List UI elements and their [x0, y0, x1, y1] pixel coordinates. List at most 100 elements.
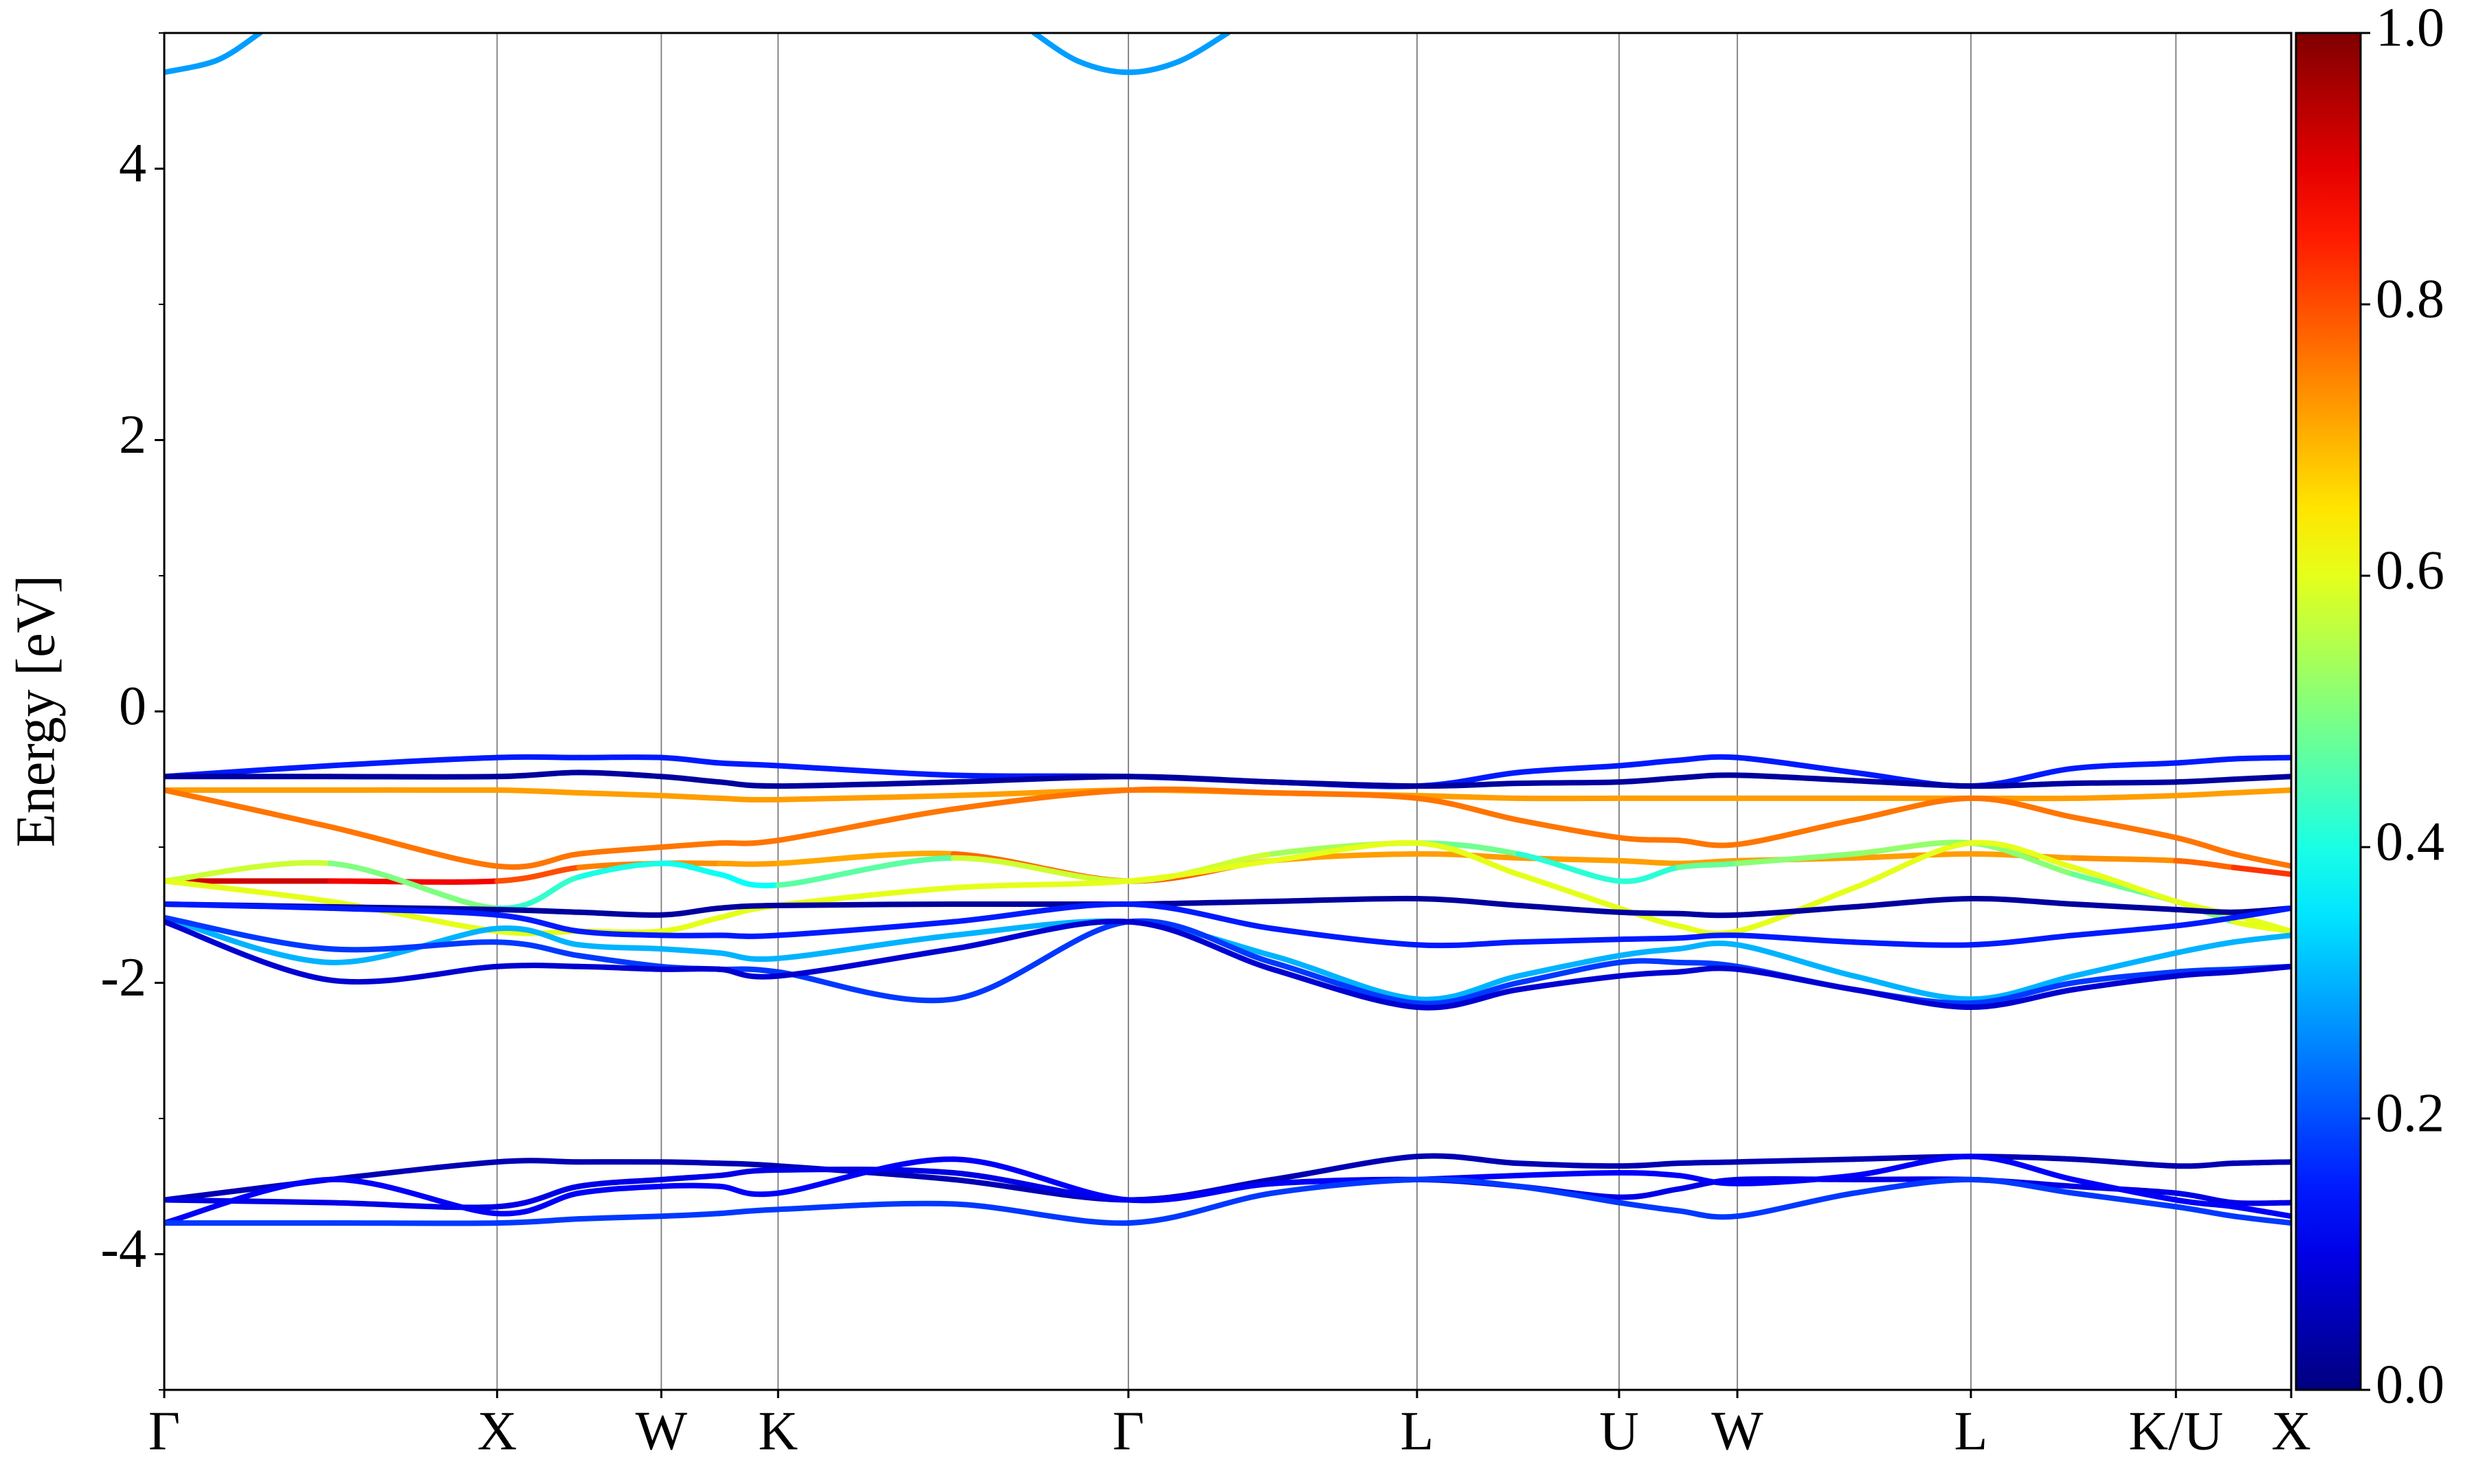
y-tick-label: 4	[119, 133, 146, 194]
band-segment	[2071, 923, 2179, 938]
band-segment	[1675, 860, 1741, 870]
band-segment	[1851, 1176, 1974, 1196]
band-segment	[716, 1167, 781, 1178]
band-segment	[1616, 946, 1682, 958]
band-segment	[1515, 817, 1622, 841]
band-segment	[494, 1158, 582, 1165]
band-segment	[2173, 906, 2237, 915]
band-segment	[576, 844, 665, 857]
band-segment	[1735, 817, 1857, 848]
y-axis-label: Energy [eV]	[5, 575, 66, 847]
band-segment	[576, 928, 665, 938]
band-segment	[775, 969, 957, 1004]
band-segment	[2071, 950, 2179, 979]
band-segment	[327, 1200, 500, 1211]
band-segment	[775, 1156, 957, 1196]
band-segment	[1515, 763, 1622, 776]
band-segment	[494, 963, 582, 969]
band-segment	[1675, 941, 1741, 952]
band-segment	[1968, 780, 2077, 789]
colorbar-tick-label: 0.2	[2376, 1083, 2444, 1143]
band-segment	[2071, 864, 2179, 904]
band-segment	[658, 774, 722, 785]
band-segment	[327, 754, 500, 769]
band-segment	[1414, 980, 1521, 1007]
x-tick-label: W	[636, 1401, 688, 1461]
band-segment	[2231, 774, 2291, 783]
band-segment	[1675, 965, 1741, 975]
band-segment	[1515, 936, 1622, 945]
band-segment	[1414, 840, 1521, 877]
band-segment	[1269, 925, 1420, 948]
band-segment	[1851, 795, 1974, 823]
band-segment	[716, 932, 781, 939]
band-segment	[1851, 851, 1974, 861]
band-segment	[716, 966, 781, 980]
band-segment	[2173, 756, 2237, 766]
band-segment	[327, 824, 500, 869]
band-segment	[576, 1213, 665, 1222]
band-segment	[576, 790, 665, 798]
band-segment	[1675, 1176, 1741, 1192]
band-segment	[658, 1211, 722, 1219]
band-segment	[327, 860, 500, 911]
band-segment	[1675, 754, 1741, 763]
band-segment	[2071, 779, 2179, 787]
band-segment	[950, 787, 1131, 812]
x-tick-label: Γ	[148, 1401, 180, 1461]
band-segment	[1675, 923, 1741, 936]
band-segment	[1735, 942, 1857, 979]
band-segment	[2071, 973, 2179, 993]
band-segment	[494, 1216, 582, 1226]
band-segment	[2071, 792, 2179, 801]
band-segment	[164, 878, 333, 904]
band-segment	[327, 939, 500, 953]
band-segment	[1125, 857, 1275, 884]
band-segment	[950, 919, 1131, 1002]
band-segment	[2231, 1159, 2291, 1167]
band-segment	[164, 919, 333, 983]
band-segment	[775, 919, 957, 938]
band-segment	[716, 871, 781, 888]
band-segment	[1675, 959, 1741, 969]
band-segment	[494, 1190, 582, 1217]
band-segment	[2173, 1204, 2237, 1219]
band-segment	[2071, 760, 2179, 772]
band-segment	[327, 1159, 500, 1182]
band-segment	[775, 779, 957, 789]
y-tick-label: -4	[100, 1219, 146, 1279]
band-segment	[2071, 1176, 2179, 1203]
band-segment	[1414, 896, 1521, 908]
band-segment	[1515, 959, 1622, 986]
band-segment	[327, 963, 500, 985]
band-segment	[2173, 790, 2237, 798]
band-segment	[1616, 864, 1682, 884]
x-tick-label: L	[1954, 1401, 1987, 1461]
band-segment	[494, 1183, 582, 1210]
band-segment	[2173, 857, 2237, 870]
band-segment	[1675, 910, 1741, 919]
band-segment	[2173, 914, 2237, 929]
band-segment	[1269, 895, 1420, 904]
band-segment	[658, 1159, 722, 1167]
colorbar-tick-label: 0.8	[2376, 269, 2444, 329]
band-segment	[658, 1172, 722, 1182]
band-segment	[1515, 871, 1622, 911]
band-segment	[1269, 1154, 1420, 1182]
band-segment	[1515, 1183, 1622, 1206]
band-segment	[1968, 1154, 2077, 1182]
colorbar-tick-label: 1.0	[2376, 0, 2444, 58]
band-segment	[2231, 1204, 2291, 1219]
band-segment	[775, 901, 957, 908]
x-tick-label: W	[1711, 1401, 1763, 1461]
band-segment	[576, 942, 665, 952]
band-segment	[775, 1167, 957, 1176]
band-segment	[164, 1176, 333, 1226]
band-segment	[1616, 775, 1682, 785]
colorbar-tick-label: 0.6	[2376, 540, 2444, 600]
colorbar-tick-label: 0.0	[2376, 1354, 2444, 1415]
band-segment	[576, 909, 665, 918]
colorbar-tick-label: 0.4	[2376, 811, 2444, 872]
band-segment	[1675, 837, 1741, 848]
